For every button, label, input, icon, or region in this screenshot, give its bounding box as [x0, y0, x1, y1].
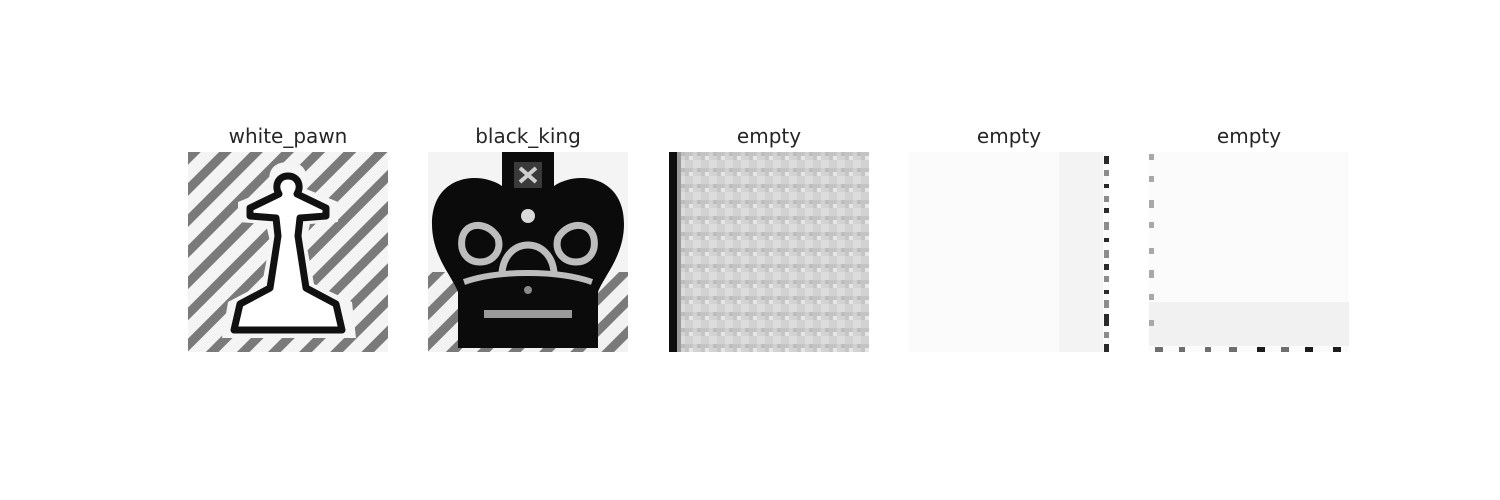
panel-title: black_king [475, 124, 581, 148]
empty-square-icon [909, 152, 1109, 352]
black-king-image [428, 152, 628, 352]
panel-white-pawn: white_pawn [188, 124, 388, 352]
empty-square-image [1149, 152, 1349, 352]
panel-empty-1: empty [669, 124, 869, 352]
empty-square-icon [1149, 152, 1349, 352]
black-king-icon [428, 152, 628, 352]
empty-square-image [669, 152, 869, 352]
panel-black-king: black_king [428, 124, 628, 352]
empty-square-image [909, 152, 1109, 352]
empty-square-icon [669, 152, 869, 352]
panel-empty-3: empty [1149, 124, 1349, 352]
panel-title: white_pawn [228, 124, 348, 148]
panel-empty-2: empty [909, 124, 1109, 352]
panel-title: empty [736, 124, 802, 148]
panel-title: empty [1216, 124, 1282, 148]
panel-title: empty [976, 124, 1042, 148]
white-pawn-image [188, 152, 388, 352]
white-pawn-icon [188, 152, 388, 352]
